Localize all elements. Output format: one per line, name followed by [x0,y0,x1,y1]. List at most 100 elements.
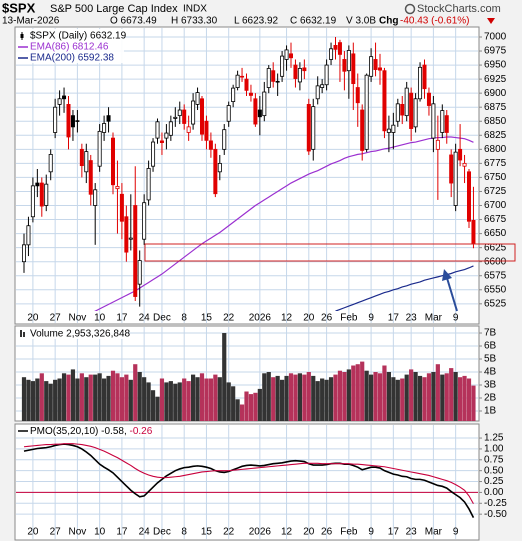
volume-bar [449,368,454,421]
quote-low: L 6623.92 [234,16,279,27]
y-tick-label: 6675 [484,214,507,225]
candle-body [217,162,222,173]
x-tick-label: 23 [406,313,418,324]
volume-bar [422,377,427,421]
y-tick-label: 6625 [484,242,507,253]
candle-body [453,151,458,206]
price-panel [14,26,480,325]
volume-bar [333,374,338,421]
x-tick-label: 10 [94,527,106,538]
credit: StockCharts.com [417,3,501,15]
volume-bar [164,382,169,421]
y-tick-label: 6950 [484,60,507,71]
y-tick-label: 1.25 [484,433,504,444]
volume-bar [351,365,356,421]
y-tick-label: 6B [484,341,497,352]
volume-bar [39,373,44,421]
y-tick-label: 0.75 [484,454,504,465]
y-tick-label: -0.50 [484,509,507,520]
candle-body [102,123,107,133]
candle-body [142,202,147,240]
candle-body [177,109,182,117]
volume-bar [142,377,147,421]
y-tick-label: 6900 [484,88,507,99]
arrow-head [442,269,452,281]
candle-body [444,115,449,133]
candle-body [191,100,196,125]
y-tick-label: 6550 [484,284,507,295]
x-tick-label: Feb [340,313,358,324]
volume-bar [400,378,405,421]
volume-bar [458,377,463,421]
legend-label: $SPX (Daily) 6632.19 [30,31,127,42]
candle-body [280,55,285,77]
symbol: $SPX [2,0,36,15]
x-tick-label: 12 [281,527,293,538]
candle-body [369,56,374,77]
y-tick-label: 0.50 [484,465,504,476]
volume-bar [93,374,98,421]
candle-body [182,109,187,124]
volume-bar [53,379,58,421]
x-tick-label: Feb [340,527,358,538]
volume-bar [453,372,458,421]
x-tick-label: Mar [425,527,443,538]
candle-body [248,92,253,96]
y-tick-label: 7B [484,328,497,339]
candle-body [466,171,471,222]
candle-body [106,115,111,122]
y-tick-label: 2B [484,393,497,404]
x-tick-label: 2026 [249,527,272,538]
candle-body [386,128,391,133]
volume-bar [293,374,298,421]
volume-bar [342,372,347,421]
y-tick-label: 6700 [484,200,507,211]
y-tick-label: 6775 [484,158,507,169]
volume-bar [462,375,467,421]
volume-bar [346,369,351,421]
volume-bar [395,379,400,421]
x-tick-label: 9 [453,527,459,538]
candle-body [293,64,298,79]
volume-bar [297,373,302,421]
x-tick-label: 23 [406,527,418,538]
candle-body [204,120,209,141]
candle-body [168,121,173,136]
volume-bar [21,377,27,421]
series-line [23,443,475,519]
candle-body [404,87,409,117]
candle-body [30,185,35,218]
candle-body [355,87,360,104]
x-tick-label: 20 [303,313,315,324]
volume-bar [30,381,35,421]
volume-bar [275,375,280,421]
candle-body [275,80,280,83]
volume-bar [320,378,325,421]
volume-bar [182,378,187,421]
series-line [335,265,474,311]
x-tick-label: 20 [27,527,39,538]
volume-bar [61,373,67,421]
volume-bar [102,378,107,421]
candle-body [199,98,204,135]
volume-bar [115,373,120,421]
candle-body [257,109,262,118]
legend-label: EMA(86) 6812.46 [30,42,109,53]
candle-body [435,139,440,150]
x-tick-label: Dec [153,313,171,324]
volume-bar [435,364,440,421]
volume-bar [440,374,445,421]
candle-body [115,186,120,190]
volume-bar [409,369,414,421]
candle-body [226,105,231,122]
legend-label: PMO(35,20,10) -0.58, -0.26 [30,426,153,437]
series-line [94,136,474,311]
candle-body [253,98,258,125]
candle-body [320,84,325,88]
candle-body [266,68,271,88]
x-tick-label: 27 [50,527,62,538]
candle-body [88,160,93,195]
y-tick-label: 6750 [484,172,507,183]
volume-bar [391,377,396,421]
x-tick-label: 17 [116,527,128,538]
